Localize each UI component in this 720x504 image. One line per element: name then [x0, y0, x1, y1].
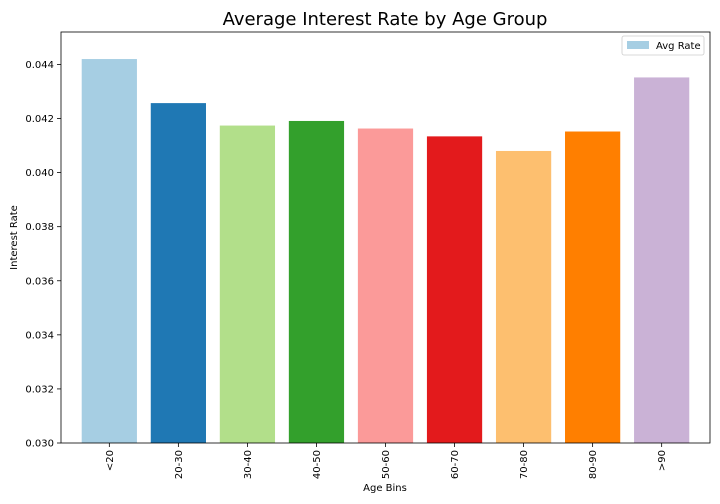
- x-tick-label: 30-40: [243, 450, 254, 479]
- bar-5: [426, 136, 483, 443]
- x-axis: <20 20-30 30-40 40-50 50-60 60-70 70-80 80-90 >9…: [105, 443, 668, 479]
- y-axis: 0.030 0.032 0.034 0.036 0.038 0.040 0.042 0.044: [25, 60, 61, 450]
- bar-1: [150, 103, 206, 444]
- legend-box: [621, 35, 705, 56]
- x-tick-label: 80-90: [588, 450, 599, 479]
- bar-0: [81, 59, 137, 443]
- bar-4: [357, 128, 414, 443]
- y-tick-label: 0.036: [25, 276, 54, 287]
- x-tick-label: 50-60: [381, 450, 392, 479]
- bar-2: [219, 125, 276, 443]
- x-tick-label: 40-50: [312, 450, 323, 479]
- legend-swatch: [627, 41, 649, 49]
- bar-3: [288, 120, 345, 444]
- y-tick-label: 0.034: [25, 330, 54, 341]
- plot-frame: [60, 31, 711, 444]
- x-tick-label: 70-80: [519, 450, 530, 479]
- x-tick-label: 20-30: [174, 450, 185, 479]
- bar-7: [565, 131, 621, 443]
- y-tick-label: 0.032: [25, 384, 54, 395]
- y-tick-label: 0.042: [25, 114, 54, 125]
- x-tick-label: >90: [657, 450, 668, 471]
- y-tick-label: 0.038: [25, 222, 54, 233]
- y-tick-label: 0.040: [25, 168, 54, 179]
- chart-title: Average Interest Rate by Age Group: [223, 9, 548, 30]
- legend-label: Avg Rate: [656, 41, 701, 52]
- y-tick-label: 0.030: [25, 439, 54, 450]
- x-tick-label: 60-70: [450, 450, 461, 479]
- x-tick-label: <20: [105, 450, 116, 471]
- x-axis-label: Age Bins: [363, 483, 407, 494]
- bars-layer: [81, 59, 690, 444]
- bar-6: [495, 150, 552, 443]
- y-tick-label: 0.044: [25, 60, 54, 71]
- legend: Avg Rate: [621, 35, 705, 56]
- y-axis-label: Interest Rate: [9, 205, 20, 270]
- bar-8: [634, 77, 690, 444]
